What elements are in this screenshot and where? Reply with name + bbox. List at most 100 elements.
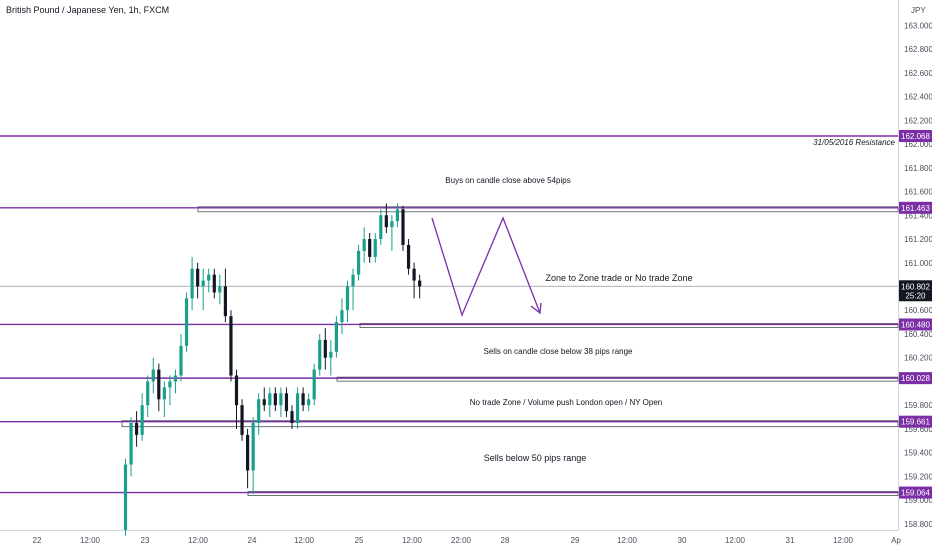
candle-body [312,369,316,400]
candle-body [240,405,244,435]
level-price-tag [899,415,932,428]
y-tick-label: 161.600 [904,188,932,197]
candle-body [184,298,189,346]
candle-body [412,268,416,281]
candle-body [395,209,400,222]
candle-body [279,393,283,406]
candle-body [307,399,311,406]
y-tick-label: 159.600 [904,425,932,434]
x-tick-label: 25 [355,536,364,545]
candle-body [368,239,372,257]
candle-body [301,393,305,406]
zone-box [247,491,899,496]
candle-body [284,393,289,412]
x-tick-label: 28 [501,536,510,545]
x-tick-label: 22:00 [451,536,472,545]
y-tick-label: 161.000 [904,259,932,268]
level-price-label: 159.661 [901,418,930,427]
x-tick-label: 29 [571,536,580,545]
candle-body [401,209,405,245]
candle-body [212,274,216,293]
candle-body [406,244,411,269]
y-tick-label: 161.200 [904,235,932,244]
chart-title: British Pound / Japanese Yen, 1h, FXCM [6,5,170,15]
current-price-tag [899,280,932,302]
current-price-label: 160.802 [901,282,930,291]
currency-label: JPY [911,6,926,15]
x-tick-label: 22 [33,536,42,545]
zone-box [336,376,899,382]
candle-body [257,399,261,424]
y-tick-label: 161.400 [904,211,932,220]
zone-annotation: Zone to Zone trade or No trade Zone [545,273,692,283]
candle-body [379,215,383,240]
level-price-label: 161.463 [901,204,930,213]
candle-body [268,393,272,406]
projection-path [431,216,541,317]
y-tick-label: 159.400 [904,449,932,458]
candle-body [179,345,183,376]
candle-body [223,286,227,317]
candle-body [162,387,166,400]
x-tick-label: 12:00 [725,536,746,545]
candle-body [129,423,133,465]
level-price-label: 162.068 [901,132,930,141]
candle-body [384,215,388,228]
candle-body [334,322,338,352]
candle-body [157,369,161,400]
candle-body [234,375,239,406]
level-price-tag [899,486,932,499]
x-tick-label: 12:00 [617,536,638,545]
x-tick-label: 12:00 [833,536,854,545]
y-tick-label: 162.000 [904,140,932,149]
candle-body [373,239,377,257]
y-tick-label: 160.200 [904,354,932,363]
y-tick-label: 158.800 [904,520,932,529]
level-price-tag [899,129,932,142]
level-price-label: 159.064 [901,489,930,498]
x-tick-label: 23 [141,536,150,545]
candle-body [190,268,194,299]
candle-body [357,250,361,275]
candle-body [140,405,144,435]
candle-body [229,316,233,376]
y-tick-label: 160.400 [904,330,932,339]
level-price-tag [899,318,932,331]
candle-body [290,411,294,424]
y-tick-label: 162.400 [904,93,932,102]
candle-body [146,381,150,406]
x-tick-label: 30 [678,536,687,545]
price-axis-panel[interactable] [898,0,932,550]
level-price-label: 160.480 [901,320,930,329]
zone-box [197,206,899,213]
candle-body [207,274,211,281]
level-price-tag [899,372,932,385]
zone-box [359,323,899,328]
candle-body [345,286,350,311]
candle-body [135,423,139,435]
notrade-annotation: No trade Zone / Volume push London open … [470,398,662,407]
buys-annotation: Buys on candle close above 54pips [445,176,570,185]
zone-box [121,420,899,428]
y-tick-label: 162.600 [904,69,932,78]
x-tick-label: 12:00 [402,536,423,545]
candle-body [246,434,250,471]
candle-body [273,393,277,406]
candle-body [173,375,178,382]
candle-body [329,351,333,358]
y-tick-label: 161.800 [904,164,932,173]
resistance-annotation: 31/05/2016 Resistance [813,138,895,147]
level-price-tag [899,201,932,214]
candle-body [201,280,205,287]
x-tick-label: 12:00 [80,536,101,545]
projection-arrowhead [530,302,542,315]
y-tick-label: 162.200 [904,116,932,125]
countdown-label: 25:20 [905,291,926,300]
x-tick-label: 12:00 [294,536,315,545]
y-tick-label: 163.000 [904,21,932,30]
y-tick-label: 159.000 [904,496,932,505]
x-tick-label: 12:00 [188,536,209,545]
x-tick-label: Ap [891,536,901,545]
